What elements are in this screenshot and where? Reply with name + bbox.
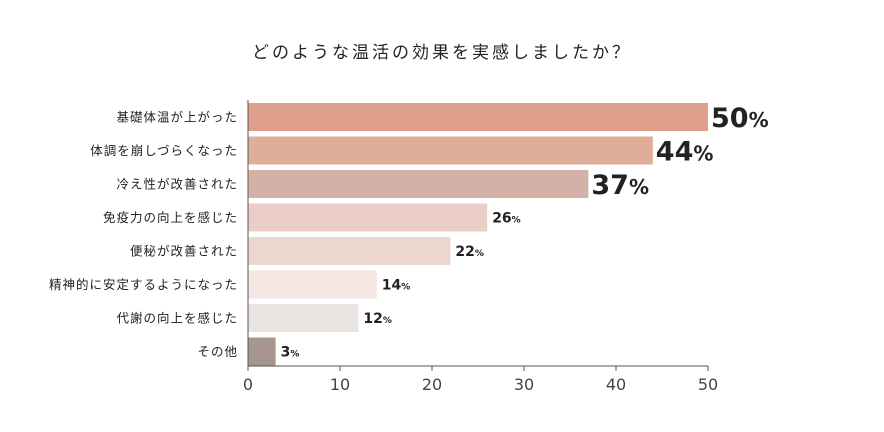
value-label: 50%	[711, 103, 769, 134]
value-unit: %	[401, 283, 410, 293]
value-label: 44%	[656, 137, 714, 168]
category-label: 体調を崩しづらくなった	[90, 143, 238, 158]
category-label: 便秘が改善された	[130, 244, 238, 259]
chart-title: どのような温活の効果を実感しましたか？	[252, 43, 632, 63]
value-label: 12%	[363, 311, 392, 327]
category-label: その他	[197, 344, 238, 359]
value-label: 26%	[492, 211, 521, 227]
value-unit: %	[290, 350, 299, 360]
value-number: 37	[591, 170, 629, 201]
category-label: 代謝の向上を感じた	[116, 311, 238, 326]
x-tick-label: 0	[243, 375, 253, 394]
bar	[248, 270, 377, 299]
value-number: 26	[492, 211, 511, 227]
bar	[248, 203, 488, 232]
bar	[248, 103, 708, 131]
bar	[248, 237, 451, 265]
bar	[248, 136, 653, 165]
value-unit: %	[475, 249, 484, 259]
value-unit: %	[749, 108, 769, 132]
value-unit: %	[383, 316, 392, 326]
x-tick-label: 40	[606, 375, 626, 394]
bar	[248, 304, 359, 332]
value-number: 14	[382, 278, 402, 294]
x-tick-label: 30	[514, 375, 534, 394]
value-label: 37%	[591, 170, 649, 201]
value-number: 22	[455, 244, 474, 260]
value-label: 3%	[281, 345, 300, 361]
category-label: 精神的に安定するようになった	[49, 277, 238, 292]
category-label: 基礎体温が上がった	[116, 110, 238, 125]
value-label: 14%	[382, 278, 411, 294]
x-tick-label: 20	[422, 375, 442, 394]
category-label: 免疫力の向上を感じた	[103, 210, 238, 225]
value-unit: %	[693, 142, 713, 166]
x-tick-label: 10	[330, 375, 350, 394]
value-unit: %	[629, 175, 649, 199]
value-label: 22%	[455, 244, 484, 260]
value-number: 12	[363, 311, 382, 327]
value-number: 3	[281, 345, 291, 361]
x-tick-label: 50	[698, 375, 718, 394]
value-number: 50	[711, 103, 749, 134]
bar	[248, 337, 276, 366]
bar	[248, 170, 589, 198]
value-number: 44	[656, 137, 694, 168]
value-unit: %	[512, 216, 521, 226]
category-label: 冷え性が改善された	[116, 177, 238, 192]
